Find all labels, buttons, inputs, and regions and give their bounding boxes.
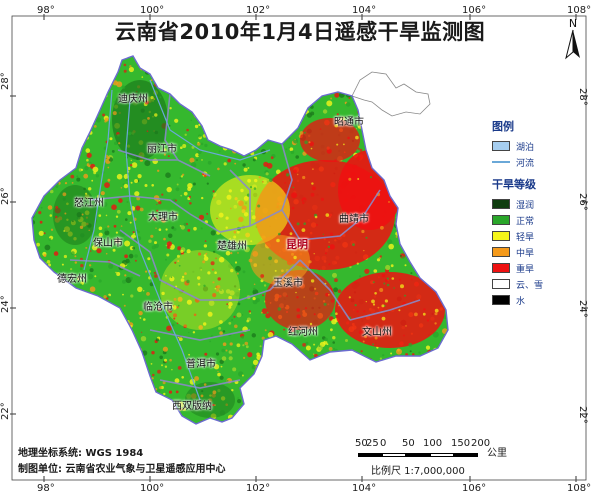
scale-segment <box>454 453 478 457</box>
legend-item-level: 轻旱 <box>492 228 568 244</box>
grat-top-5: 108° <box>567 5 592 16</box>
legend-item-label: 重旱 <box>516 264 535 275</box>
north-arrow-icon: N <box>565 17 580 60</box>
drought-legend-title: 干旱等级 <box>492 178 536 191</box>
scale-segment <box>406 453 430 457</box>
legend-item-level: 湿润 <box>492 196 568 212</box>
scale-tick-150: 150 <box>451 438 471 449</box>
scale-unit: 公里 <box>487 448 507 459</box>
scale-segment <box>382 453 406 457</box>
grat-top-0: 98° <box>37 5 55 16</box>
prefecture-boundaries <box>69 93 421 389</box>
grat-right-0: 28° <box>577 88 588 106</box>
level-swatch-icon <box>492 231 510 241</box>
city-label-diqing: 迪庆州 <box>118 94 148 105</box>
lake-swatch-icon <box>492 141 510 151</box>
level-swatch-icon <box>492 215 510 225</box>
city-label-lincang: 临沧市 <box>143 302 173 313</box>
level-swatch-icon <box>492 279 510 289</box>
grat-top-3: 104° <box>352 5 377 16</box>
grat-left-0: 28° <box>0 72 11 90</box>
legend-item-label: 轻旱 <box>516 232 535 243</box>
city-label-dehong: 德宏州 <box>57 274 87 285</box>
scale-tick-200: 200 <box>471 438 491 449</box>
scale-tick-0: 0 <box>380 438 387 449</box>
outside-region-outline <box>351 71 431 117</box>
grat-left-1: 26° <box>0 187 11 205</box>
drought-levels: 湿润正常轻旱中旱重旱云、雪水 <box>492 196 568 308</box>
legend-item-level: 正常 <box>492 212 568 228</box>
producer-text: 制图单位: 云南省农业气象与卫星遥感应用中心 <box>18 464 226 475</box>
grat-right-3: 22° <box>577 406 588 424</box>
legend-item-lake: 湖泊 <box>492 138 568 154</box>
scale-segment <box>358 453 382 457</box>
legend-item-level: 重旱 <box>492 260 568 276</box>
city-label-dali: 大理市 <box>148 212 178 223</box>
legend-item-label: 河流 <box>516 158 535 169</box>
city-label-honghe: 红河州 <box>288 327 318 338</box>
city-label-zhaotong: 昭通市 <box>334 117 364 128</box>
level-swatch-icon <box>492 263 510 273</box>
grat-right-2: 24° <box>577 300 588 318</box>
scale-tick-50a: 50 <box>355 438 368 449</box>
legend-item-label: 湿润 <box>516 200 535 211</box>
legend-item-level: 云、雪 <box>492 276 568 292</box>
legend-item-label: 湖泊 <box>516 142 535 153</box>
city-label-kunming: 昆明 <box>286 238 308 251</box>
city-label-xishuangbanna: 西双版纳 <box>172 401 212 412</box>
legend-item-level: 水 <box>492 292 568 308</box>
level-swatch-icon <box>492 295 510 305</box>
legend-item-level: 中旱 <box>492 244 568 260</box>
scale-tick-100: 100 <box>423 438 443 449</box>
level-swatch-icon <box>492 247 510 257</box>
grat-left-2: 24° <box>0 295 11 313</box>
grat-bottom-4: 106° <box>462 483 487 494</box>
grat-bottom-0: 98° <box>37 483 55 494</box>
rivers <box>83 79 271 401</box>
city-label-qujing: 曲靖市 <box>339 214 369 225</box>
scale-segment <box>430 453 454 457</box>
map-title: 云南省2010年1月4日遥感干旱监测图 <box>114 20 486 44</box>
grat-bottom-1: 100° <box>140 483 165 494</box>
legend-title: 图例 <box>492 120 514 133</box>
city-label-wenshan: 文山州 <box>362 327 392 338</box>
grat-top-1: 100° <box>140 5 165 16</box>
grat-top-4: 106° <box>462 5 487 16</box>
level-swatch-icon <box>492 199 510 209</box>
legend-item-label: 云、雪 <box>516 280 544 291</box>
scale-tick-50b: 50 <box>402 438 415 449</box>
legend-item-label: 水 <box>516 296 526 307</box>
legend-item-label: 中旱 <box>516 248 535 259</box>
grat-right-1: 26° <box>577 193 588 211</box>
map-footer: 地理坐标系统: WGS 1984 制图单位: 云南省农业气象与卫星遥感应用中心 <box>18 446 225 478</box>
scale-tick-25: 25 <box>366 438 379 449</box>
city-label-chuxiong: 楚雄州 <box>217 241 247 252</box>
river-line-icon <box>492 161 510 163</box>
grat-bottom-5: 108° <box>567 483 592 494</box>
city-label-lijiang: 丽江市 <box>147 144 177 155</box>
grat-bottom-3: 104° <box>352 483 377 494</box>
legend-item-label: 正常 <box>516 216 535 227</box>
city-label-yuxi: 玉溪市 <box>273 278 303 289</box>
coord-system-text: 地理坐标系统: WGS 1984 <box>18 448 144 459</box>
map-neatline <box>11 15 587 481</box>
legend-item-river: 河流 <box>492 154 568 170</box>
city-label-puer: 普洱市 <box>186 359 216 370</box>
map-legend: 图例 湖泊 河流 干旱等级 湿润正常轻旱中旱重旱云、雪水 <box>492 118 568 308</box>
scale-ratio: 比例尺 1:7,000,000 <box>371 466 465 477</box>
grat-top-2: 102° <box>246 5 271 16</box>
graticule-ticks <box>10 14 588 482</box>
north-label: N <box>569 17 577 30</box>
city-label-baoshan: 保山市 <box>93 238 123 249</box>
city-label-nujiang: 怒江州 <box>74 198 104 209</box>
grat-bottom-2: 102° <box>246 483 271 494</box>
grat-left-3: 22° <box>0 402 11 420</box>
